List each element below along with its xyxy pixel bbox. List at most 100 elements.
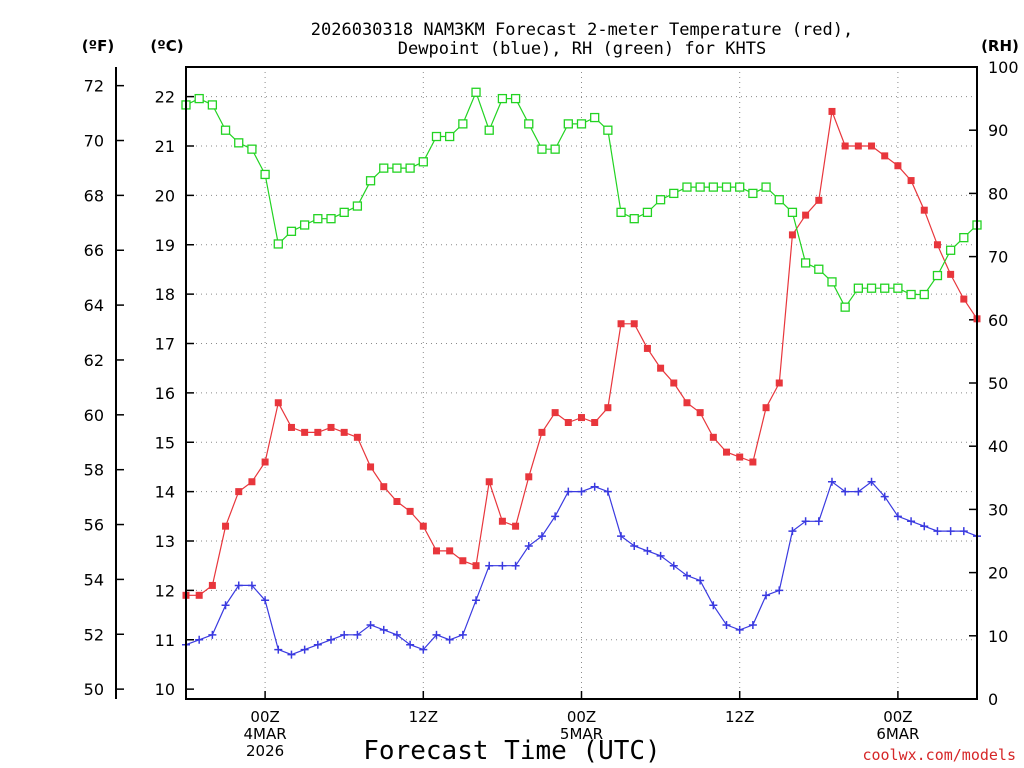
rh-point — [735, 182, 745, 192]
rh-tick-label: 20 — [988, 564, 1008, 583]
temperature-point — [564, 419, 572, 426]
rh-tick-label: 10 — [988, 627, 1008, 646]
rh-point — [945, 245, 956, 255]
temperature-point — [802, 211, 810, 219]
rh-point — [682, 182, 692, 192]
rh-point — [484, 125, 494, 135]
dewpoint-point — [722, 620, 731, 629]
rh-point — [748, 188, 758, 199]
rh-point — [642, 207, 653, 218]
temperature-point — [512, 522, 520, 530]
temperature-point — [815, 196, 823, 204]
rh-point — [695, 182, 705, 192]
temperature-point — [248, 478, 256, 486]
grid-lines — [186, 67, 977, 699]
dewpoint-point — [762, 591, 771, 600]
fahrenheit-tick-label: 66 — [84, 241, 104, 260]
fahrenheit-tick-label: 68 — [84, 186, 104, 205]
rh-tick-label: 0 — [988, 690, 998, 709]
dewpoint-point — [247, 581, 256, 590]
x-tick-label: 12Z — [409, 708, 438, 726]
celsius-tick-label: 21 — [155, 137, 175, 156]
temperature-point — [683, 399, 691, 407]
series-temperature — [182, 107, 981, 599]
temperature-point — [446, 547, 454, 555]
temperature-point — [657, 364, 665, 372]
celsius-tick-label: 18 — [155, 285, 175, 304]
temperature-point — [340, 428, 348, 436]
dewpoint-point — [841, 487, 850, 496]
x-tick-label: 00Z — [567, 708, 596, 726]
dewpoint-point — [551, 512, 560, 521]
celsius-tick-label: 12 — [155, 581, 175, 600]
plot-frame — [185, 66, 978, 700]
fahrenheit-tick-label: 56 — [84, 516, 104, 535]
temperature-point — [327, 423, 335, 431]
x-tick-label: 4MAR — [244, 725, 287, 743]
rh-point — [313, 214, 323, 224]
dewpoint-point — [867, 477, 876, 486]
temperature-point — [380, 483, 388, 491]
rh-point — [458, 119, 468, 129]
rh-point — [550, 144, 560, 154]
temperature-point — [788, 231, 796, 239]
temperature-point — [670, 379, 678, 387]
temperature-point — [261, 458, 269, 466]
rh-point — [616, 207, 626, 218]
rh-point — [708, 182, 718, 192]
dewpoint-point — [274, 645, 283, 654]
left-axes: 10 11 12 13 14 15 16 17 18 19 20 21 22 50 52 54 56 58 60 62… — [84, 67, 194, 699]
rh-point — [669, 188, 679, 199]
dewpoint-point — [498, 561, 507, 570]
dewpoint-point — [854, 487, 863, 496]
temperature-point — [920, 206, 928, 214]
rh-tick-label: 40 — [988, 437, 1008, 456]
rh-point — [576, 119, 587, 129]
temperature-point — [630, 320, 638, 328]
series-rh — [181, 87, 982, 312]
dewpoint-point — [788, 527, 797, 536]
dewpoint-point — [933, 527, 942, 536]
temperature-point — [775, 379, 783, 387]
temperature-point — [485, 478, 493, 486]
dewpoint-point — [617, 532, 626, 541]
dewpoint-point — [419, 645, 428, 654]
temperature-point — [960, 295, 968, 303]
celsius-tick-label: 14 — [155, 483, 175, 502]
temperature-point — [314, 428, 322, 436]
dewpoint-point — [564, 487, 573, 496]
rh-point — [774, 195, 784, 205]
dewpoint-point — [590, 482, 599, 491]
temperature-point — [367, 463, 375, 471]
rh-tick-label: 70 — [988, 248, 1008, 267]
x-tick-label: 6MAR — [876, 725, 919, 743]
temperature-point — [353, 433, 361, 441]
temperature-point — [762, 404, 770, 412]
rh-point — [827, 277, 837, 287]
dewpoint-point — [814, 517, 823, 526]
source-watermark: coolwx.com/models — [862, 746, 1016, 764]
dewpoint-point — [234, 581, 243, 590]
fahrenheit-tick-label: 62 — [84, 351, 104, 370]
dewpoint-point — [603, 487, 612, 496]
celsius-tick-label: 10 — [155, 680, 175, 699]
temperature-point — [551, 409, 559, 417]
dewpoint-point — [485, 561, 494, 570]
celsius-tick-label: 22 — [155, 88, 175, 107]
rh-point — [260, 169, 270, 180]
dewpoint-point — [709, 601, 718, 610]
temperature-point — [578, 414, 585, 422]
dewpoint-point — [511, 561, 520, 570]
rh-point — [866, 283, 877, 293]
rh-tick-label: 50 — [988, 374, 1008, 393]
rh-point — [932, 270, 943, 281]
rh-point — [800, 258, 811, 268]
x-tick-label: 00Z — [250, 708, 279, 726]
dewpoint-point — [524, 541, 533, 550]
rh-point — [286, 226, 297, 236]
dewpoint-point — [300, 645, 309, 654]
dewpoint-point — [208, 630, 217, 639]
rh-point — [524, 119, 534, 129]
rh-point — [194, 93, 204, 104]
